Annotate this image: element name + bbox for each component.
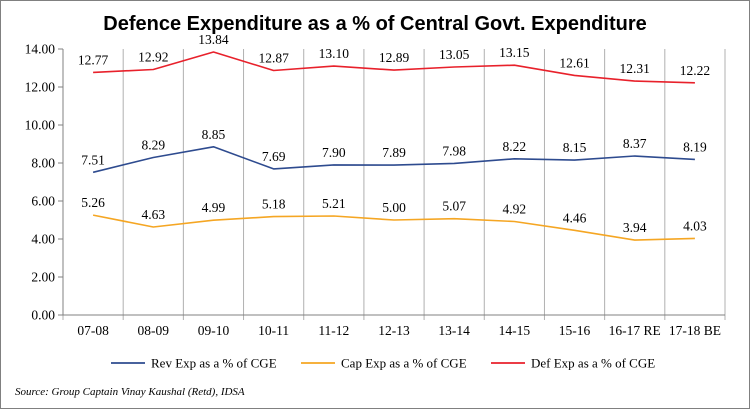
data-label-layer: 7.51 8.29 8.85 7.69 7.90 7.89 7.98 8.22 8.15 8.37… bbox=[78, 32, 710, 235]
data-label: 5.21 bbox=[322, 196, 346, 211]
grid-layer bbox=[62, 49, 726, 320]
data-label: 4.63 bbox=[141, 207, 165, 222]
data-label: 4.03 bbox=[683, 218, 707, 233]
data-label: 4.99 bbox=[202, 200, 226, 215]
y-tick-label: 6.00 bbox=[31, 194, 55, 209]
data-label: 8.22 bbox=[503, 139, 527, 154]
legend-label: Rev Exp as a % of CGE bbox=[151, 356, 277, 371]
x-tick-label: 17-18 BE bbox=[669, 323, 721, 338]
data-label: 12.22 bbox=[680, 63, 710, 78]
series-line bbox=[93, 51, 695, 84]
data-label: 4.92 bbox=[503, 202, 527, 217]
data-label: 12.77 bbox=[78, 52, 109, 67]
x-tick-label: 07-08 bbox=[77, 323, 109, 338]
x-tick-label: 11-12 bbox=[318, 323, 349, 338]
y-tick-label: 2.00 bbox=[31, 270, 55, 285]
data-label: 13.84 bbox=[198, 32, 229, 47]
data-label: 5.26 bbox=[81, 195, 105, 210]
series-layer bbox=[92, 51, 695, 241]
series-line bbox=[92, 214, 695, 241]
y-tick-label: 4.00 bbox=[31, 232, 55, 247]
data-label: 3.94 bbox=[623, 220, 647, 235]
x-tick-label: 08-09 bbox=[138, 323, 170, 338]
source-note: Source: Group Captain Vinay Kaushal (Ret… bbox=[15, 386, 245, 398]
x-tick-label: 10-11 bbox=[258, 323, 289, 338]
data-label: 4.46 bbox=[563, 210, 587, 225]
data-label: 7.89 bbox=[382, 145, 406, 160]
y-tick-label: 12.00 bbox=[25, 80, 56, 95]
data-label: 8.29 bbox=[141, 137, 165, 152]
x-tick-label: 09-10 bbox=[198, 323, 230, 338]
legend: Rev Exp as a % of CGE Cap Exp as a % of C… bbox=[111, 356, 655, 371]
y-tick-label: 8.00 bbox=[31, 156, 55, 171]
data-label: 13.15 bbox=[499, 45, 530, 60]
x-tick-label: 14-15 bbox=[499, 323, 531, 338]
data-label: 7.90 bbox=[322, 145, 346, 160]
data-label: 7.69 bbox=[262, 149, 286, 164]
data-label: 12.89 bbox=[379, 50, 410, 65]
data-label: 12.92 bbox=[138, 50, 168, 65]
x-tick-label: 12-13 bbox=[378, 323, 410, 338]
series-line bbox=[92, 146, 695, 174]
legend-label: Cap Exp as a % of CGE bbox=[341, 356, 467, 371]
axis-layer: 0.00 2.00 4.00 6.00 8.00 10.00 12.00 14.00 07-08… bbox=[25, 42, 725, 338]
chart-title: Defence Expenditure as a % of Central Go… bbox=[103, 13, 646, 35]
data-label: 8.15 bbox=[563, 140, 587, 155]
data-label: 13.10 bbox=[319, 46, 350, 61]
y-tick-label: 0.00 bbox=[31, 308, 55, 323]
data-label: 13.05 bbox=[439, 47, 470, 62]
x-tick-label: 16-17 RE bbox=[609, 323, 661, 338]
data-label: 12.87 bbox=[258, 50, 289, 65]
data-label: 12.31 bbox=[620, 61, 650, 76]
data-label: 7.51 bbox=[81, 152, 105, 167]
y-tick-label: 10.00 bbox=[25, 118, 56, 133]
data-label: 5.00 bbox=[382, 200, 406, 215]
data-label: 12.61 bbox=[559, 55, 589, 70]
data-label: 7.98 bbox=[442, 143, 466, 158]
legend-label: Def Exp as a % of CGE bbox=[531, 356, 655, 371]
data-label: 5.18 bbox=[262, 197, 286, 212]
y-tick-label: 14.00 bbox=[25, 42, 56, 57]
data-label: 8.85 bbox=[202, 127, 226, 142]
data-label: 8.37 bbox=[623, 136, 647, 151]
x-tick-label: 13-14 bbox=[438, 323, 470, 338]
data-label: 5.07 bbox=[442, 199, 466, 214]
data-label: 8.19 bbox=[683, 139, 707, 154]
x-tick-label: 15-16 bbox=[559, 323, 591, 338]
